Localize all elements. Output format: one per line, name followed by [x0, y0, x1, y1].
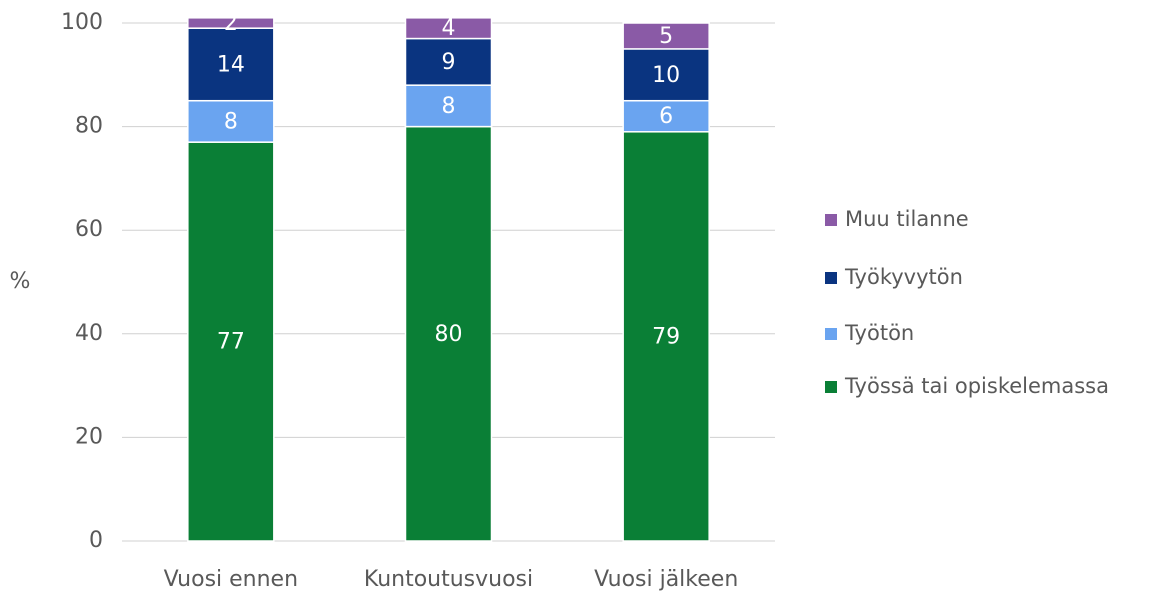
bar-segment	[622, 131, 710, 542]
bar-segment	[187, 99, 275, 143]
value-label: 4	[442, 16, 456, 41]
y-tick-label: 100	[61, 10, 103, 35]
value-label: 14	[217, 52, 245, 77]
x-tick-label: Vuosi jälkeen	[594, 567, 738, 592]
x-tick-label: Vuosi ennen	[164, 567, 298, 592]
value-label: 8	[224, 109, 238, 134]
y-tick-label: 80	[75, 114, 103, 139]
value-label: 77	[217, 330, 245, 355]
bar-segment	[622, 48, 710, 102]
value-label: 79	[652, 324, 680, 349]
value-label: 6	[659, 104, 673, 129]
legend-label: Työkyvytön	[844, 265, 963, 289]
legend-label: Työtön	[844, 321, 914, 345]
bar-segment	[187, 141, 275, 542]
value-label: 8	[442, 94, 456, 119]
x-tick-label: Kuntoutusvuosi	[364, 567, 533, 592]
y-tick-label: 60	[75, 217, 103, 242]
y-tick-label: 0	[89, 528, 103, 553]
legend-swatch	[825, 381, 837, 393]
y-axis-label: %	[10, 269, 31, 294]
y-tick-label: 40	[75, 321, 103, 346]
legend-swatch	[825, 272, 837, 284]
value-label: 2	[224, 11, 238, 36]
value-label: 9	[442, 50, 456, 75]
bar-segment	[187, 27, 275, 102]
legend-swatch	[825, 328, 837, 340]
value-label: 80	[435, 322, 463, 347]
bar-segment	[187, 17, 275, 29]
value-label: 10	[652, 63, 680, 88]
legend-label: Muu tilanne	[845, 207, 969, 231]
bar-segment	[404, 37, 493, 86]
legend-swatch	[825, 214, 837, 226]
bar-segment	[622, 22, 710, 50]
bar-segment	[404, 17, 493, 40]
value-label: 5	[659, 24, 673, 49]
y-tick-label: 20	[75, 424, 103, 449]
legend-label: Työssä tai opiskelemassa	[844, 374, 1109, 398]
